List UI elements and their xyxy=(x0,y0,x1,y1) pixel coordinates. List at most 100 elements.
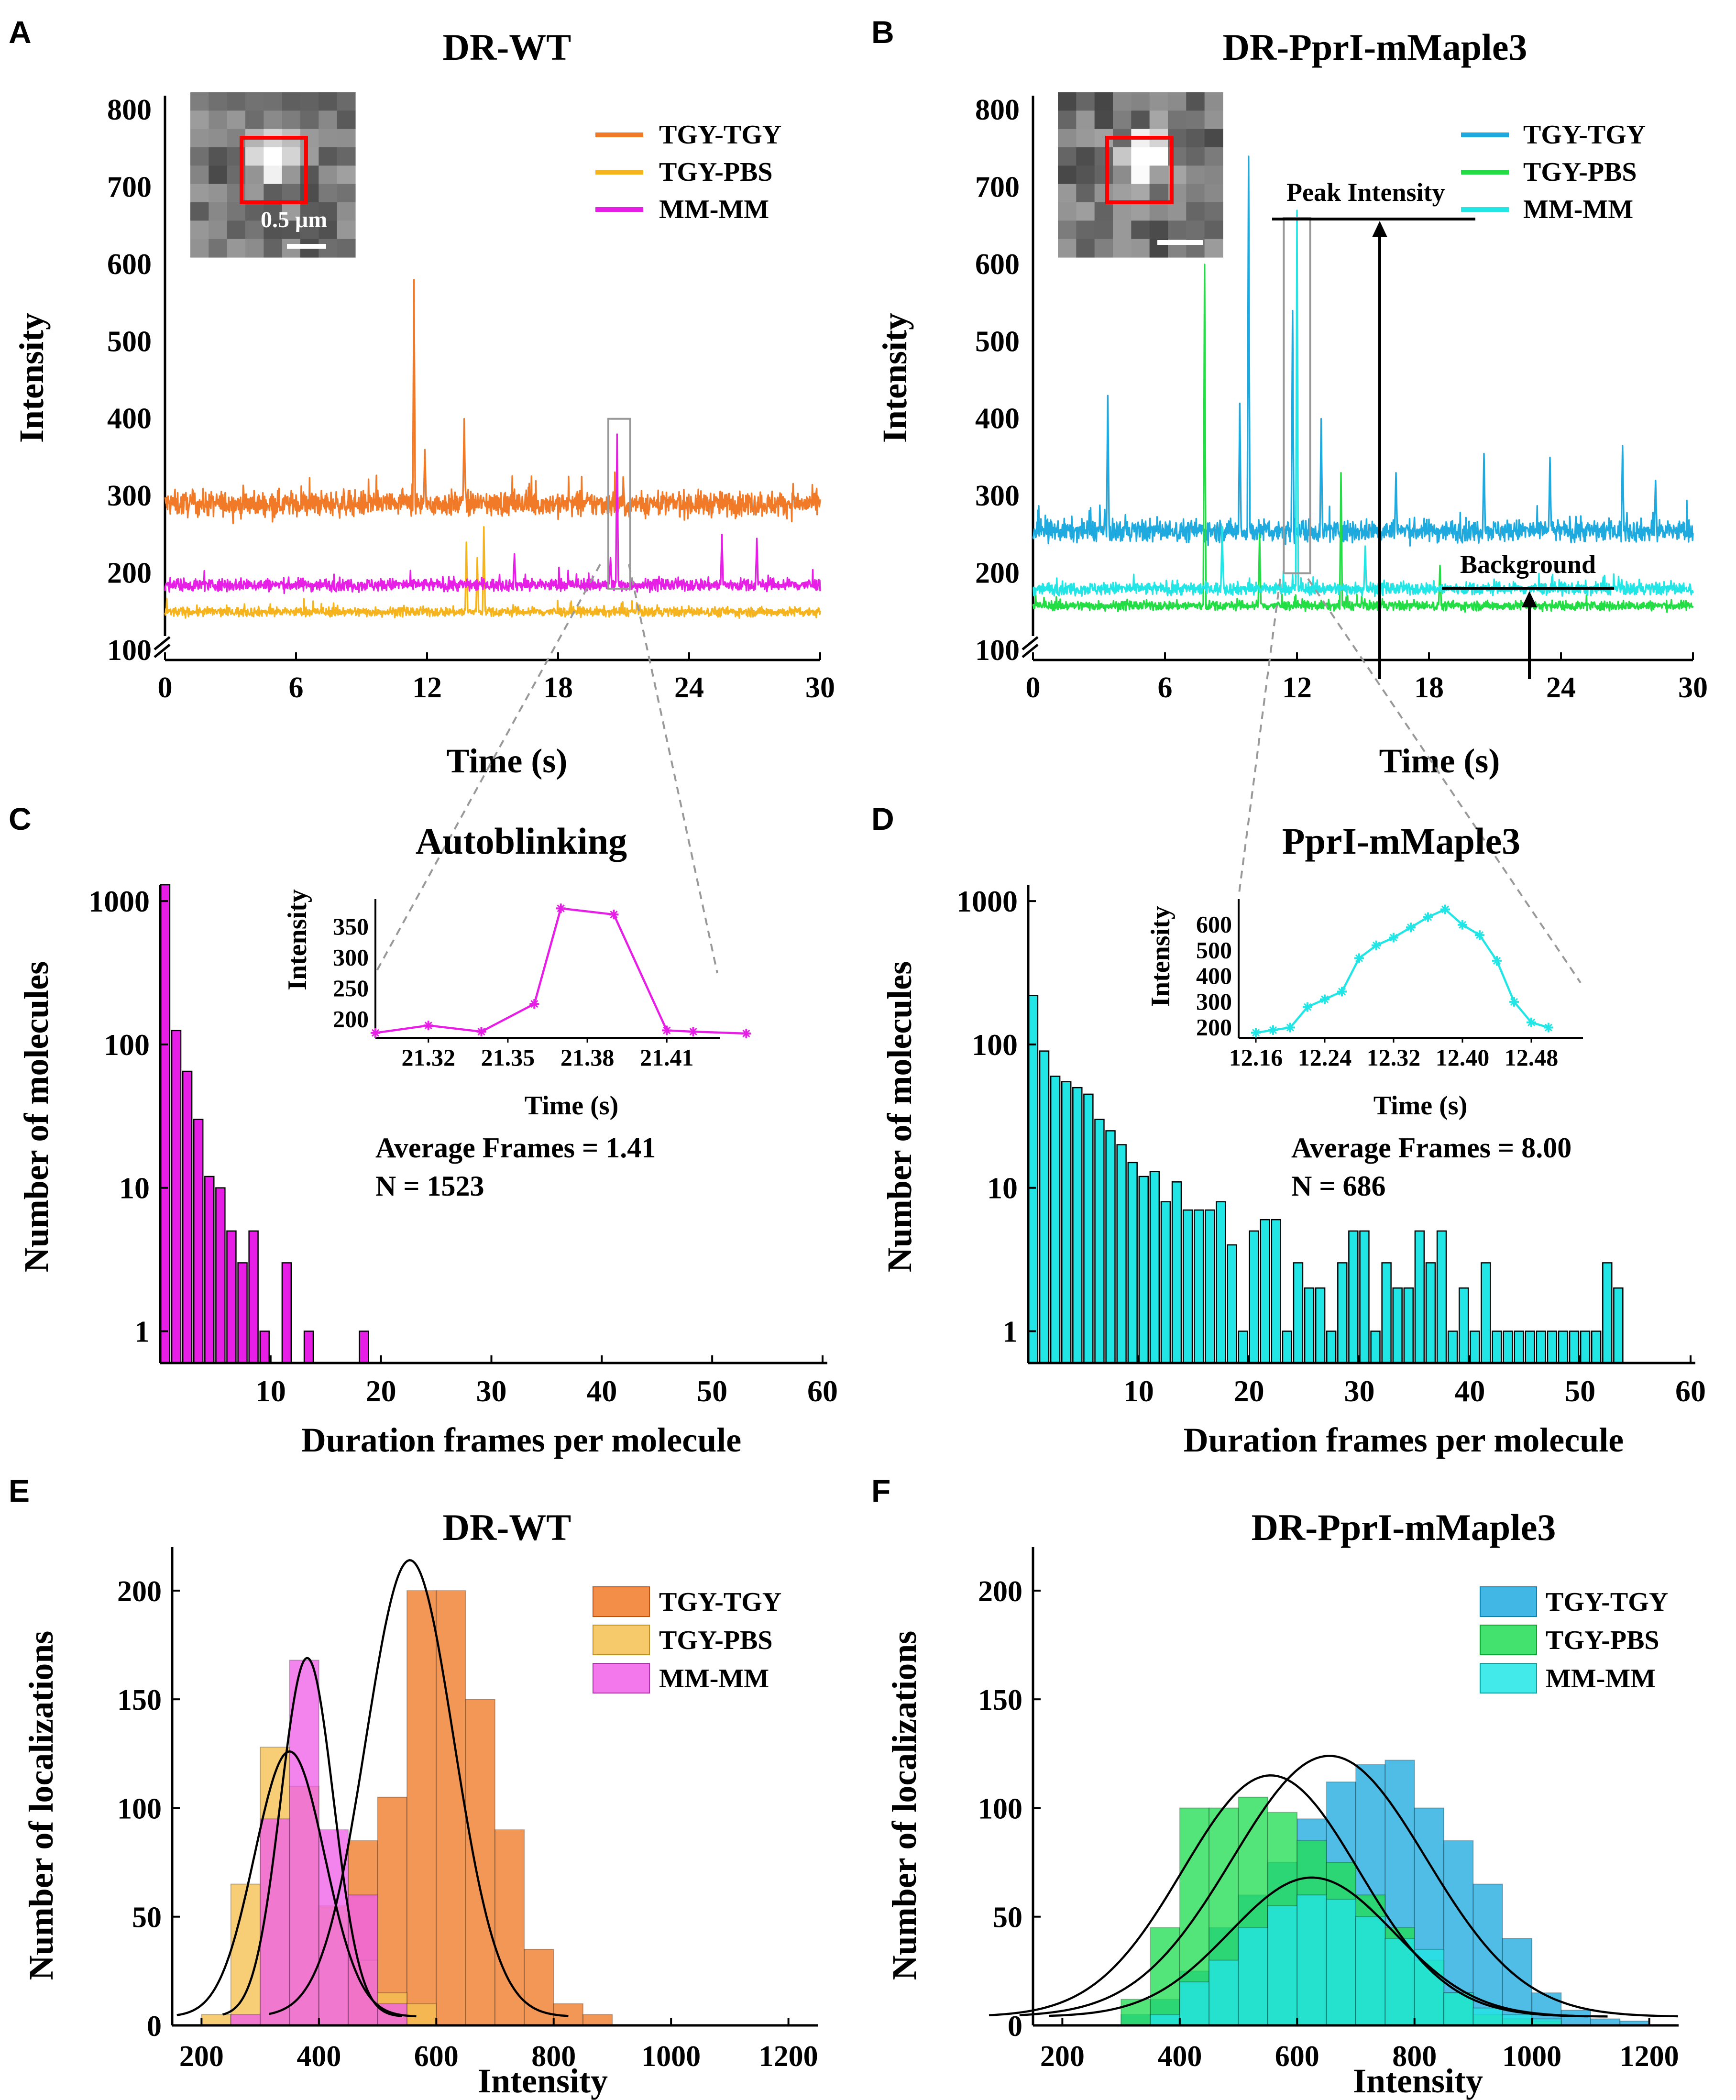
inset-pixel xyxy=(1058,220,1077,240)
scale-bar-label-a: 0.5 μm xyxy=(261,207,327,232)
inset-pixel xyxy=(1149,92,1168,111)
inset-pixel xyxy=(282,92,301,111)
inset-pixel xyxy=(1149,165,1168,185)
inset-x-tick-label: 12.40 xyxy=(1436,1044,1490,1071)
bar xyxy=(1403,1287,1414,1364)
inset-pixel xyxy=(1186,184,1205,203)
bar xyxy=(1249,1230,1259,1364)
panel-c-stat-average: Average Frames = 1.41 xyxy=(375,1132,656,1164)
panel-f-legend: TGY-TGY TGY-PBS MM-MM xyxy=(1480,1586,1668,1693)
inset-pixel xyxy=(1186,147,1205,166)
panel-a-title: DR-WT xyxy=(443,26,571,68)
inset-y-tick-label: 300 xyxy=(1196,988,1232,1015)
trace-tgy-tgy xyxy=(1032,155,1694,547)
inset-pixel xyxy=(1149,110,1168,130)
inset-pixel xyxy=(1131,147,1150,166)
legend-f-mm-mm: MM-MM xyxy=(1546,1664,1656,1693)
x-tick-label: 0 xyxy=(1026,671,1041,704)
inset-pixel xyxy=(282,147,301,166)
inset-pixel xyxy=(1204,147,1223,166)
panel-e-ylabel: Number of localizations xyxy=(22,1631,60,1980)
bar xyxy=(1238,1330,1248,1364)
inset-pixel xyxy=(1186,92,1205,111)
inset-point xyxy=(1354,953,1364,963)
panel-a: A DR-WT 100 200 300 400 500 600 700 800 0 6 12 18 24… xyxy=(9,14,835,780)
hist-bar-mm-mm xyxy=(1355,1916,1386,2026)
bar xyxy=(160,884,171,1364)
inset-pixel xyxy=(1058,147,1077,166)
inset-pixel xyxy=(337,147,356,166)
panel-e-legend: TGY-TGY TGY-PBS MM-MM xyxy=(593,1586,781,1693)
inset-point-stroke xyxy=(371,1029,380,1037)
legend-b-tgy-pbs: TGY-PBS xyxy=(1523,157,1637,187)
inset-pixel xyxy=(227,202,246,221)
inset-pixel xyxy=(337,110,356,130)
inset-pixel xyxy=(264,220,283,240)
inset-pixel xyxy=(245,110,264,130)
legend-b-tgy-tgy: TGY-TGY xyxy=(1523,120,1646,150)
panel-d-inset-xlabel: Time (s) xyxy=(1373,1091,1468,1121)
bar xyxy=(1348,1230,1359,1364)
inset-pixel xyxy=(337,165,356,185)
inset-pixel xyxy=(245,220,264,240)
inset-pixel xyxy=(300,220,319,240)
bar xyxy=(1580,1330,1591,1364)
bar xyxy=(1536,1330,1547,1364)
inset-point xyxy=(688,1027,698,1037)
inset-pixel xyxy=(1058,92,1077,111)
inset-pixel xyxy=(1149,202,1168,221)
hist-bar-mm-mm xyxy=(1502,2014,1533,2026)
inset-pixel xyxy=(1058,202,1077,221)
inset-x-tick-label: 12.16 xyxy=(1229,1044,1283,1071)
inset-pixel xyxy=(1058,129,1077,148)
bar xyxy=(1072,1087,1083,1364)
inset-pixel xyxy=(1076,110,1095,130)
inset-pixel xyxy=(1186,110,1205,130)
bar xyxy=(1359,1230,1370,1364)
bar xyxy=(182,1070,193,1364)
bar xyxy=(1337,1262,1348,1364)
inset-point-stroke xyxy=(1389,934,1398,942)
hist-bar-mm-mm xyxy=(1326,1899,1357,2026)
x-tick-label: 800 xyxy=(1392,2040,1437,2073)
panel-f-plot: 0 50 100 150 200 200 400 600 800 1000 1200 xyxy=(978,1547,1679,2073)
inset-pixel xyxy=(1076,147,1095,166)
bar xyxy=(1481,1262,1491,1364)
annotation-background: Background xyxy=(1460,550,1596,579)
inset-pixel xyxy=(1131,110,1150,130)
legend-e-tgy-tgy: TGY-TGY xyxy=(659,1587,781,1617)
inset-point xyxy=(662,1025,672,1035)
y-tick-label: 50 xyxy=(993,1902,1022,1934)
hist-bar-mm-mm xyxy=(1414,1948,1445,2026)
bar xyxy=(1039,1050,1050,1364)
hist-bar-mm-mm xyxy=(1384,1938,1415,2026)
panel-c-ylabel: Number of molecules xyxy=(17,961,55,1273)
panel-e-xlabel: Intensity xyxy=(478,2062,608,2100)
bar xyxy=(1216,1201,1226,1364)
inset-pixel xyxy=(319,92,338,111)
x-tick-label: 800 xyxy=(531,2040,576,2073)
y-tick-label: 150 xyxy=(978,1684,1022,1716)
x-tick-label: 20 xyxy=(1234,1374,1264,1408)
axis-break-mark xyxy=(1022,636,1039,650)
inset-pixel xyxy=(1076,165,1095,185)
inset-point xyxy=(1527,1017,1536,1027)
y-tick-label: 0 xyxy=(147,2010,162,2043)
y-tick-label: 1 xyxy=(1002,1314,1018,1348)
inset-pixel xyxy=(1131,184,1150,203)
y-tick-label: 1000 xyxy=(88,884,150,918)
bar xyxy=(1050,1076,1061,1364)
panel-b-annotations: Peak Intensity Background xyxy=(1272,178,1614,679)
inset-pixel xyxy=(300,202,319,221)
inset-point xyxy=(1423,912,1433,922)
gaussian-fit xyxy=(989,1774,1588,2018)
y-tick-label: 1000 xyxy=(956,884,1018,918)
inset-pixel xyxy=(1094,165,1113,185)
y-tick-label: 200 xyxy=(975,557,1020,590)
bar xyxy=(248,1230,259,1364)
bar xyxy=(1160,1201,1171,1364)
inset-point xyxy=(1509,997,1519,1007)
inset-point xyxy=(1372,940,1381,950)
bar xyxy=(1028,995,1039,1364)
inset-point-stroke xyxy=(689,1028,697,1036)
